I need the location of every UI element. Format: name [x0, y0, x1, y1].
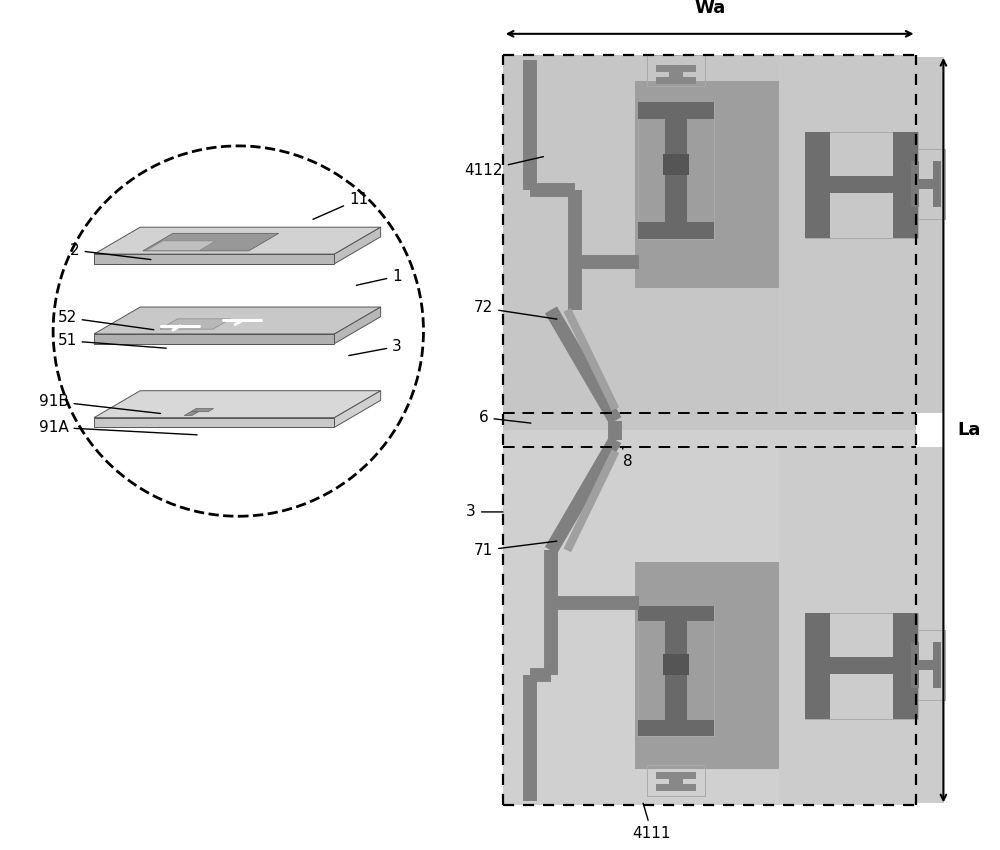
- Bar: [638, 720, 714, 735]
- Bar: [663, 654, 689, 676]
- Bar: [805, 132, 918, 238]
- Bar: [933, 161, 941, 207]
- Bar: [638, 223, 714, 239]
- Polygon shape: [143, 234, 279, 251]
- Bar: [656, 76, 696, 84]
- Bar: [656, 772, 696, 779]
- Bar: [638, 606, 714, 735]
- Text: 51: 51: [57, 333, 166, 348]
- Polygon shape: [334, 391, 381, 428]
- Bar: [805, 613, 830, 719]
- Polygon shape: [184, 411, 198, 416]
- Polygon shape: [147, 241, 216, 251]
- Bar: [638, 102, 714, 239]
- Text: La: La: [958, 421, 981, 439]
- FancyBboxPatch shape: [503, 55, 916, 430]
- Polygon shape: [94, 254, 334, 264]
- Polygon shape: [160, 319, 230, 329]
- Text: 4112: 4112: [464, 156, 543, 178]
- Text: 71: 71: [474, 541, 557, 558]
- Text: 91A: 91A: [39, 420, 197, 435]
- Text: Wa: Wa: [694, 0, 725, 16]
- Text: 3: 3: [466, 504, 503, 519]
- Bar: [779, 447, 944, 803]
- Bar: [656, 784, 696, 790]
- Polygon shape: [94, 307, 381, 334]
- Bar: [663, 154, 689, 175]
- Bar: [911, 642, 919, 688]
- Text: 2: 2: [70, 243, 151, 259]
- Bar: [665, 606, 687, 735]
- Bar: [635, 563, 871, 769]
- Text: 4111: 4111: [633, 803, 671, 841]
- Bar: [647, 55, 705, 86]
- Bar: [635, 82, 871, 288]
- Bar: [779, 57, 944, 413]
- Polygon shape: [334, 307, 381, 343]
- Bar: [911, 161, 919, 207]
- Text: 3: 3: [349, 339, 402, 355]
- Bar: [669, 65, 683, 84]
- Bar: [911, 660, 941, 670]
- Text: 72: 72: [474, 301, 557, 319]
- Bar: [647, 765, 705, 796]
- Text: 91B: 91B: [39, 394, 161, 413]
- Bar: [656, 65, 696, 72]
- Bar: [909, 150, 945, 218]
- Bar: [933, 642, 941, 688]
- Bar: [669, 772, 683, 791]
- Text: 11: 11: [313, 192, 368, 219]
- Polygon shape: [94, 417, 334, 428]
- Bar: [911, 178, 941, 189]
- Bar: [805, 613, 918, 719]
- Text: 8: 8: [622, 447, 633, 469]
- Polygon shape: [191, 409, 214, 411]
- Bar: [909, 630, 945, 700]
- Polygon shape: [94, 227, 381, 254]
- Text: 1: 1: [356, 269, 402, 286]
- Polygon shape: [94, 334, 334, 343]
- Bar: [805, 132, 830, 238]
- Bar: [893, 613, 918, 719]
- Polygon shape: [94, 391, 381, 417]
- Text: 6: 6: [479, 411, 531, 425]
- Bar: [805, 177, 918, 193]
- Bar: [805, 657, 918, 674]
- Text: 52: 52: [57, 310, 154, 330]
- Bar: [638, 102, 714, 118]
- Bar: [665, 102, 687, 239]
- FancyBboxPatch shape: [503, 55, 916, 805]
- Polygon shape: [334, 227, 381, 264]
- Bar: [893, 132, 918, 238]
- Bar: [638, 606, 714, 621]
